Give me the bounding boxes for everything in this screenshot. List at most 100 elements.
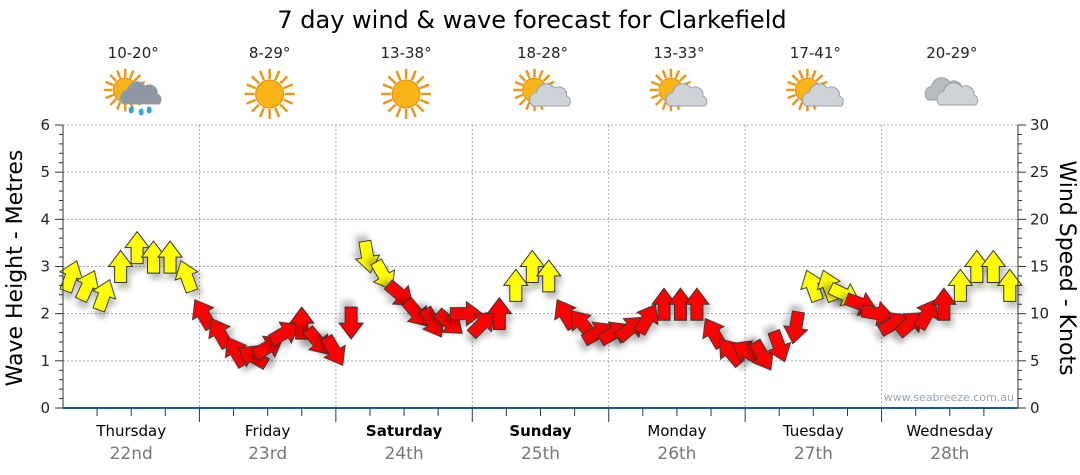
- wind-arrow: [667, 287, 694, 321]
- wind-arrow: [930, 287, 957, 321]
- sun-ray: [279, 75, 289, 85]
- wind-arrow: [302, 325, 330, 355]
- wind-arrow: [963, 249, 990, 283]
- y2-tick-label: 30: [1030, 116, 1049, 134]
- sun-ray: [419, 98, 430, 105]
- sun-ray: [674, 69, 681, 79]
- sun-disc: [391, 79, 421, 109]
- wind-arrow: [913, 299, 939, 332]
- wind-arrow: [633, 303, 659, 336]
- sun-ray: [109, 98, 118, 106]
- sun-ray: [246, 98, 257, 105]
- sun-ray: [258, 70, 266, 81]
- date-label: 28th: [930, 444, 969, 464]
- sun-ray: [650, 80, 660, 87]
- sun-ray: [387, 103, 397, 113]
- day-column-monday: 13-33° Monday 26th: [647, 44, 708, 464]
- sun-ray: [419, 83, 430, 90]
- day-label: Wednesday: [906, 422, 993, 440]
- raindrop-icon: [128, 106, 134, 114]
- cloud-shape: [665, 83, 708, 107]
- sun-ray: [246, 83, 257, 90]
- wind-arrow: [91, 278, 117, 313]
- sun-ray: [415, 103, 425, 113]
- sun-disc: [255, 79, 285, 109]
- temperature-range: 18-28°: [517, 44, 568, 62]
- sun-ray: [661, 69, 668, 79]
- y-tick-label: 2: [40, 305, 50, 323]
- sun-ray: [679, 74, 687, 82]
- weather-icon: [103, 68, 162, 116]
- chart-title: 7 day wind & wave forecast for Clarkefie…: [277, 6, 786, 34]
- cloud-icon: [936, 82, 979, 106]
- temperature-range: 20-29°: [926, 44, 977, 62]
- y-tick-label: 6: [40, 116, 50, 134]
- sun-ray: [395, 70, 402, 81]
- cloud-icon: [529, 83, 571, 107]
- y2-tick-label: 25: [1030, 163, 1049, 181]
- wind-arrow: [237, 345, 270, 370]
- sun-ray: [258, 107, 266, 118]
- wind-arrow: [267, 321, 300, 347]
- day-label: Monday: [647, 422, 706, 440]
- y2-tick-label: 15: [1030, 258, 1049, 276]
- sun-ray: [787, 93, 797, 100]
- sun-ray: [518, 74, 527, 82]
- weather-icon: [649, 68, 708, 112]
- sun-ray: [514, 93, 524, 100]
- wind-arrow: [58, 260, 84, 294]
- wind-arrow: [107, 249, 134, 283]
- wind-arrow: [748, 338, 774, 371]
- sun-ray: [525, 101, 531, 111]
- raindrop-icon: [146, 106, 152, 114]
- wind-arrow: [535, 259, 562, 293]
- temperature-range: 8-29°: [249, 44, 291, 62]
- temperature-range: 17-41°: [790, 44, 841, 62]
- weather-icon: [786, 68, 844, 112]
- sun-ray: [791, 74, 800, 82]
- wind-arrow: [449, 300, 484, 327]
- sun-ray: [274, 70, 281, 81]
- sun-ray: [115, 69, 122, 79]
- sun-ray: [382, 98, 393, 105]
- sun-ray: [410, 70, 417, 81]
- cloud-shape: [119, 81, 162, 105]
- weather-icon: [244, 69, 295, 119]
- wind-arrow: [124, 230, 151, 265]
- sun-ray: [128, 69, 135, 79]
- sun-ray: [798, 69, 804, 79]
- raindrop-icon: [138, 108, 144, 116]
- y-axis-label: Wave Height - Metres: [3, 150, 28, 387]
- sun-ray: [279, 103, 289, 113]
- day-label: Sunday: [509, 422, 572, 440]
- sun-ray: [815, 74, 824, 82]
- sun-ray: [105, 80, 114, 87]
- wind-arrow: [174, 260, 199, 294]
- sun-ray: [415, 75, 425, 85]
- day-label: Friday: [245, 422, 291, 440]
- sun-ray: [542, 74, 551, 82]
- weather-icon: [924, 77, 979, 106]
- sun-ray: [283, 98, 294, 105]
- sun-ray: [538, 69, 544, 79]
- date-label: 27th: [794, 444, 833, 464]
- sun-ray: [655, 74, 663, 82]
- wind-arrow: [140, 240, 167, 274]
- sun-ray: [655, 98, 663, 106]
- sun-ray: [395, 107, 402, 118]
- watermark: www.seabreeze.com.au: [884, 391, 1014, 404]
- wind-arrow: [947, 268, 974, 302]
- wind-arrow: [766, 328, 792, 363]
- sun-ray: [382, 83, 393, 90]
- sun-ray: [410, 107, 417, 118]
- y-tick-label: 3: [40, 258, 50, 276]
- cloud-shape: [802, 83, 844, 107]
- y-tick-label: 1: [40, 352, 50, 370]
- y2-tick-label: 5: [1030, 352, 1040, 370]
- sun-ray: [787, 80, 797, 87]
- wind-arrow: [996, 268, 1023, 302]
- wind-arrow: [401, 296, 428, 327]
- date-label: 25th: [521, 444, 560, 464]
- wind-arrow: [502, 268, 529, 302]
